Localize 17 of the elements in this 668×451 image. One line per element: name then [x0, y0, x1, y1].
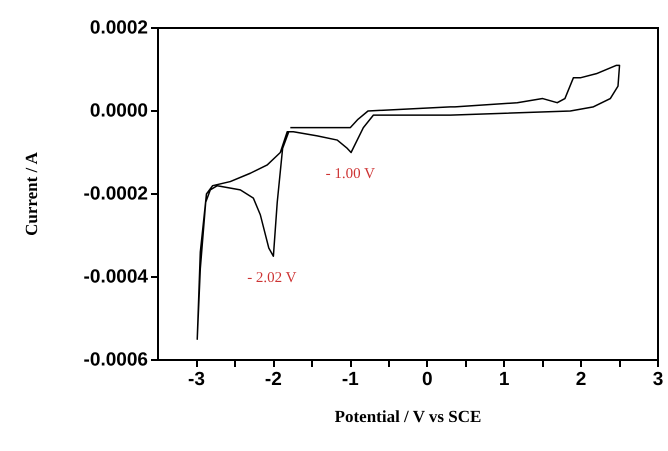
y-tick-label: -0.0002 — [84, 184, 148, 204]
line-series — [196, 64, 620, 340]
x-axis-title: Potential / V vs SCE — [334, 407, 482, 426]
y-axis-title: Current / A — [22, 151, 41, 236]
annotation: - 2.02 V — [247, 270, 297, 286]
y-tick-label: -0.0004 — [84, 266, 148, 288]
x-tick-label: -3 — [188, 369, 205, 390]
x-tick-label: 2 — [576, 369, 586, 390]
y-tick-label: 0.0002 — [90, 18, 148, 38]
x-tick-label: -2 — [264, 369, 282, 390]
annotation: - 1.00 V — [326, 166, 376, 182]
y-tick-label: -0.0006 — [84, 350, 148, 370]
x-tick-label: 0 — [422, 369, 433, 390]
x-tick-label: 1 — [498, 369, 510, 390]
x-tick-label: -1 — [342, 369, 360, 390]
y-tick-label: 0.0000 — [90, 100, 148, 122]
x-tick-label: 3 — [652, 369, 664, 390]
